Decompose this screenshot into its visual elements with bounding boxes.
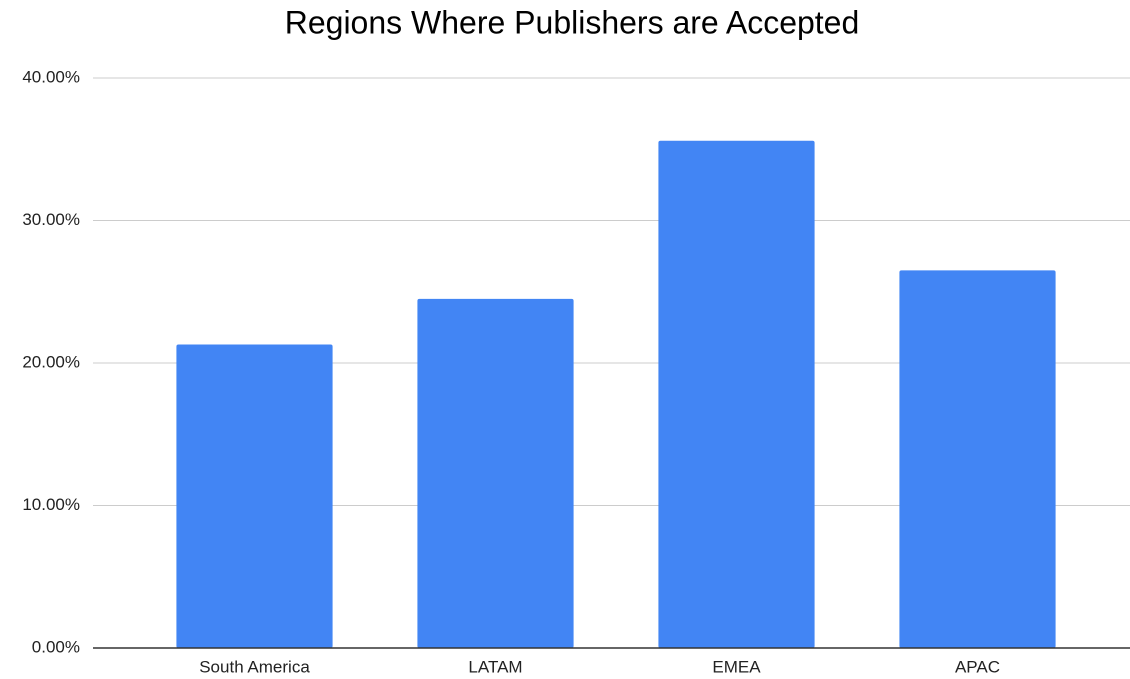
bar [176,344,333,648]
bar [899,270,1056,648]
y-tick-label: 40.00% [22,67,80,86]
chart-title: Regions Where Publishers are Accepted [285,4,860,40]
y-tick-label: 10.00% [22,495,80,514]
bar [417,298,574,648]
bar [658,140,815,648]
y-tick-label: 20.00% [22,352,80,371]
y-tick-label: 30.00% [22,210,80,229]
x-tick-label: South America [199,657,310,676]
x-tick-label: LATAM [468,657,522,676]
y-tick-label: 0.00% [32,637,80,656]
x-tick-label: APAC [955,657,1000,676]
x-tick-label: EMEA [712,657,761,676]
